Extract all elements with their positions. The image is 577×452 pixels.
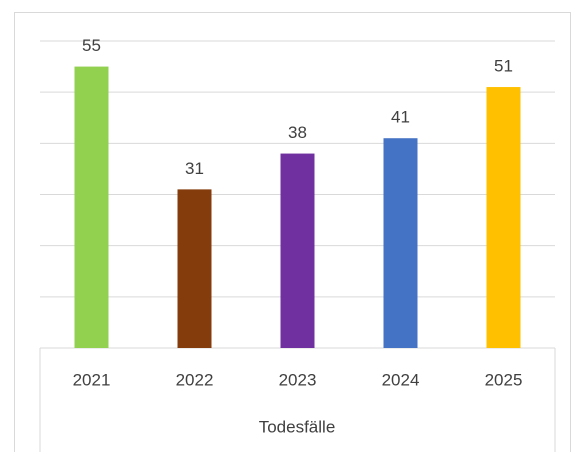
data-label: 38	[288, 123, 307, 142]
x-tick-label: 2021	[73, 370, 111, 389]
bar	[280, 153, 315, 348]
bar	[383, 138, 418, 348]
x-tick-label: 2025	[485, 370, 523, 389]
data-label: 41	[391, 108, 410, 127]
bar	[177, 189, 212, 348]
x-axis-label: Todesfälle	[259, 417, 336, 436]
x-tick-label: 2022	[176, 370, 214, 389]
data-label: 51	[494, 57, 513, 76]
data-label: 55	[82, 36, 101, 55]
bar	[486, 87, 521, 349]
bar	[74, 66, 109, 348]
x-tick-label: 2024	[382, 370, 420, 389]
data-label: 31	[185, 159, 204, 178]
x-tick-label: 2023	[279, 370, 317, 389]
